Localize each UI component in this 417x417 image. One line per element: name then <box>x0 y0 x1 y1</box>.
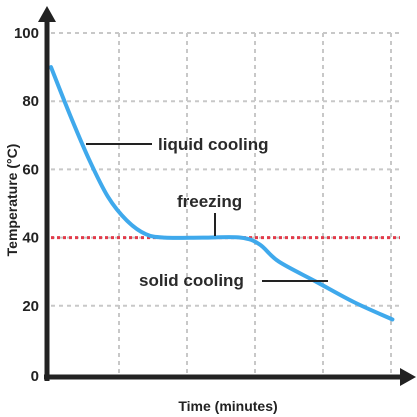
y-tick-label: 0 <box>31 368 39 385</box>
annotation-freezing: freezing <box>177 192 242 211</box>
annotation-leaders <box>86 143 328 282</box>
annotation-solid-cooling: solid cooling <box>139 271 244 290</box>
axes <box>38 6 416 386</box>
y-tick-label: 60 <box>22 161 39 178</box>
x-axis-arrowhead <box>400 368 416 386</box>
y-axis-arrowhead <box>38 6 56 22</box>
y-tick-label: 40 <box>22 230 39 247</box>
x-axis-label: Time (minutes) <box>178 398 277 414</box>
y-axis-label: Temperature (°C) <box>4 144 20 257</box>
y-tick-label: 100 <box>14 25 39 42</box>
annotation-liquid-cooling: liquid cooling <box>158 135 268 154</box>
y-tick-label: 20 <box>22 298 39 315</box>
y-tick-labels: 0 20 40 60 80 100 <box>14 25 39 385</box>
y-tick-label: 80 <box>22 93 39 110</box>
